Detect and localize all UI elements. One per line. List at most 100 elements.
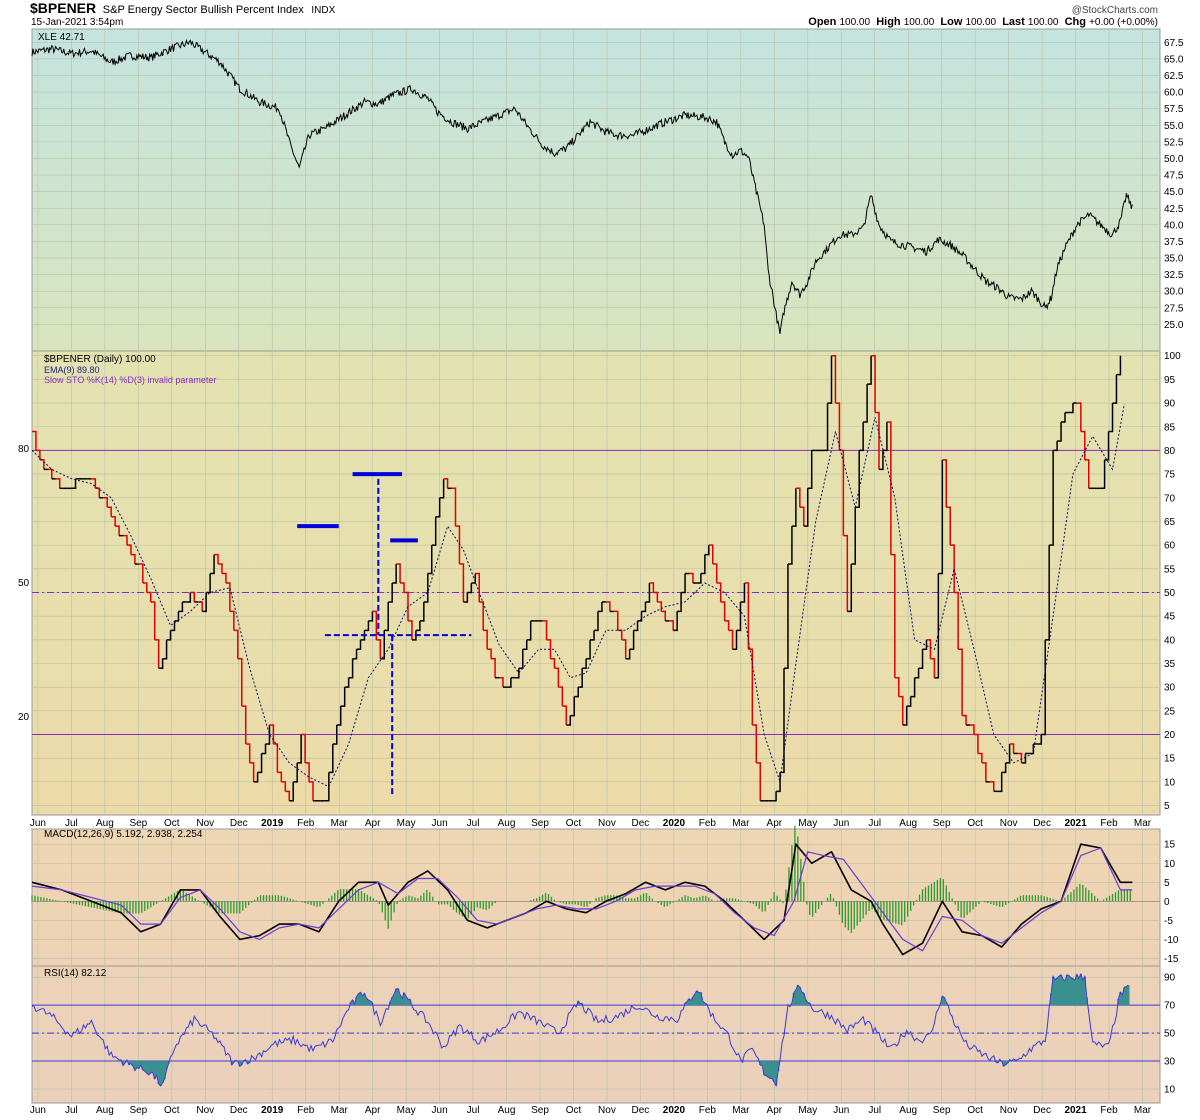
pattern-annotations (297, 472, 472, 797)
bpi-step-segment (301, 733, 306, 763)
bpi-step-segment (875, 411, 880, 470)
macd-line (31, 843, 1133, 956)
bpi-step-segment (740, 583, 746, 603)
bpi-level-20-label: 20 (18, 712, 30, 723)
x-tick-label: Dec (1033, 1105, 1051, 1116)
x-tick-label: Dec (1033, 818, 1051, 829)
bpi-step-segment (285, 790, 291, 801)
bpi-step-segment (795, 487, 801, 508)
bpi-step-segment (914, 668, 920, 679)
x-tick-label: Sep (933, 818, 951, 829)
bpi-step-segment (586, 639, 591, 660)
bpi-step-segment (597, 601, 603, 613)
bpi-step-segment (803, 488, 809, 527)
last-label: Last (1002, 16, 1025, 28)
bpi-step-segment (356, 639, 362, 651)
watermark: @StockCharts.com (1071, 5, 1158, 16)
bpi-step-segment (843, 534, 849, 612)
bpi-step-segment (950, 544, 955, 593)
x-tick-label: Mar (1134, 1105, 1152, 1116)
bpi-step-segment (281, 781, 287, 792)
x-tick-label: Nov (598, 818, 616, 829)
y-tick-label: 10 (1164, 1085, 1176, 1096)
x-tick-label: Jun (833, 818, 849, 829)
bpi-step-segment (989, 781, 995, 792)
y-tick-label: 75 (1164, 470, 1176, 481)
y-tick-label: 15 (1164, 754, 1176, 765)
bpi-step-segment (435, 497, 441, 518)
x-tick-label: Sep (129, 1105, 147, 1116)
bpi-step-segment (633, 620, 639, 632)
bpi-step-segment (273, 743, 279, 773)
bpi-step-segment (483, 629, 488, 650)
bpi-step-segment (443, 478, 449, 489)
y-tick-label: 27.5 (1164, 303, 1184, 314)
bpi-step-segment (645, 583, 651, 603)
y-tick-label: 45.0 (1164, 187, 1184, 198)
bpi-step-segment (245, 743, 251, 763)
bpi-step-segment (162, 639, 168, 660)
bpi-step-segment (882, 422, 888, 452)
x-tick-label: Apr (365, 1105, 381, 1116)
x-tick-label: Nov (598, 1105, 616, 1116)
bpi-step-segment (1104, 431, 1110, 461)
bpi-step-segment (859, 422, 864, 452)
x-tick-label: Feb (699, 818, 717, 829)
price-legend: XLE 42.71 (38, 32, 85, 43)
bpi-step-segment (71, 478, 77, 490)
bpi-step-segment (946, 506, 951, 546)
bpi-step-segment (467, 583, 473, 594)
bpi-step-segment (902, 706, 908, 726)
bpi-step-segment (499, 676, 504, 688)
bpi-step-segment (981, 762, 987, 782)
x-tick-label: Jul (868, 818, 881, 829)
bpi-step-segment (1108, 403, 1114, 433)
bpi-step-segment (332, 725, 338, 745)
last-value: 100.00 (1027, 17, 1059, 28)
bpi-step-segment (138, 563, 144, 583)
x-tick-label: 2020 (663, 1105, 686, 1116)
x-tick-label: Oct (566, 1105, 582, 1116)
bpi-step-segment (649, 582, 655, 593)
x-tick-label: Mar (732, 818, 750, 829)
bpi-step-segment (348, 658, 354, 679)
x-tick-label: Aug (96, 818, 114, 829)
x-tick-label: Sep (531, 1105, 549, 1116)
bpi-step-segment (91, 478, 97, 489)
bpi-step-segment (221, 572, 227, 583)
bpi-step-segment (827, 355, 833, 404)
bpi-step-segment (894, 676, 900, 697)
xle-price-line (31, 38, 1133, 335)
bpi-step-segment (257, 753, 263, 774)
bpi-step-segment (202, 592, 207, 613)
bpi-step-segment (415, 620, 421, 632)
x-tick-label: Feb (1100, 818, 1118, 829)
bpi-step-segment (404, 591, 409, 621)
bpi-step-segment (233, 629, 239, 659)
x-tick-label: Oct (566, 818, 582, 829)
bpi-step-segment (1005, 743, 1011, 764)
bpi-step-segment (934, 573, 940, 679)
bpi-step-segment (1076, 402, 1082, 432)
y-tick-label: 10 (1164, 777, 1176, 788)
x-tick-label: Mar (732, 1105, 750, 1116)
x-tick-label: Jul (868, 1105, 881, 1116)
bpi-step-segment (700, 554, 706, 575)
bpi-step-segment (570, 696, 575, 717)
bpi-step-segment (590, 630, 595, 641)
bpi-step-segment (166, 630, 172, 641)
x-tick-label: Sep (129, 818, 147, 829)
x-tick-label: 2019 (261, 1105, 284, 1116)
bpi-step-segment (938, 459, 944, 575)
x-tick-label: Feb (699, 1105, 717, 1116)
bpi-step-segment (1001, 762, 1007, 774)
y-tick-label: 90 (1164, 399, 1176, 410)
bpi-step-segment (930, 658, 936, 678)
x-tick-label: Jul (467, 818, 480, 829)
bpi-step-segment (847, 564, 853, 613)
y-tick-label: 55.0 (1164, 121, 1184, 132)
y-tick-label: 40 (1164, 635, 1176, 646)
x-tick-label: Aug (498, 818, 516, 829)
bpi-step-segment (328, 743, 334, 774)
